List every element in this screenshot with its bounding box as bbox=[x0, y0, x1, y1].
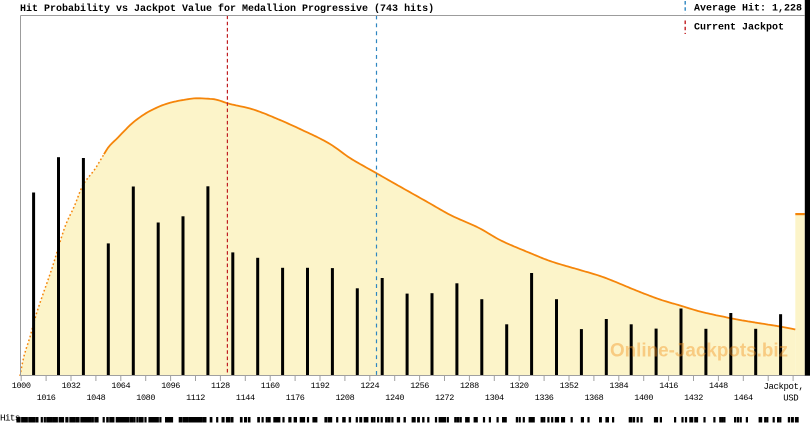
svg-text:1304: 1304 bbox=[485, 393, 504, 403]
svg-text:1432: 1432 bbox=[684, 393, 703, 403]
svg-text:1000: 1000 bbox=[12, 381, 31, 391]
svg-text:Hit Probability vs Jackpot Val: Hit Probability vs Jackpot Value for Med… bbox=[20, 3, 434, 15]
svg-text:1192: 1192 bbox=[311, 381, 330, 391]
svg-text:1352: 1352 bbox=[560, 381, 579, 391]
svg-text:1208: 1208 bbox=[335, 393, 354, 403]
svg-text:1144: 1144 bbox=[236, 393, 255, 403]
svg-text:1160: 1160 bbox=[261, 381, 280, 391]
svg-text:1016: 1016 bbox=[37, 393, 56, 403]
svg-text:1464: 1464 bbox=[734, 393, 753, 403]
svg-text:1048: 1048 bbox=[86, 393, 105, 403]
svg-text:1368: 1368 bbox=[584, 393, 603, 403]
svg-text:1064: 1064 bbox=[111, 381, 130, 391]
svg-text:1128: 1128 bbox=[211, 381, 230, 391]
svg-text:1080: 1080 bbox=[136, 393, 155, 403]
svg-text:1096: 1096 bbox=[161, 381, 180, 391]
svg-text:1448: 1448 bbox=[709, 381, 728, 391]
svg-text:1288: 1288 bbox=[460, 381, 479, 391]
svg-text:1224: 1224 bbox=[360, 381, 379, 391]
svg-text:1336: 1336 bbox=[535, 393, 554, 403]
svg-text:1240: 1240 bbox=[385, 393, 404, 403]
svg-text:Jackpot,: Jackpot, bbox=[763, 382, 803, 392]
svg-text:1272: 1272 bbox=[435, 393, 454, 403]
svg-text:1176: 1176 bbox=[286, 393, 305, 403]
svg-text:1320: 1320 bbox=[510, 381, 529, 391]
svg-text:Average Hit: 1,228: Average Hit: 1,228 bbox=[694, 3, 802, 15]
svg-text:USD: USD bbox=[783, 394, 798, 404]
svg-text:1032: 1032 bbox=[62, 381, 81, 391]
svg-text:Hits: Hits bbox=[0, 413, 20, 424]
svg-text:1112: 1112 bbox=[186, 393, 205, 403]
svg-text:1416: 1416 bbox=[659, 381, 678, 391]
svg-text:1400: 1400 bbox=[634, 393, 653, 403]
svg-text:Current Jackpot: Current Jackpot bbox=[694, 22, 784, 34]
svg-text:1384: 1384 bbox=[609, 381, 628, 391]
svg-text:Online-Jackpots.biz: Online-Jackpots.biz bbox=[610, 340, 788, 362]
svg-text:1256: 1256 bbox=[410, 381, 429, 391]
